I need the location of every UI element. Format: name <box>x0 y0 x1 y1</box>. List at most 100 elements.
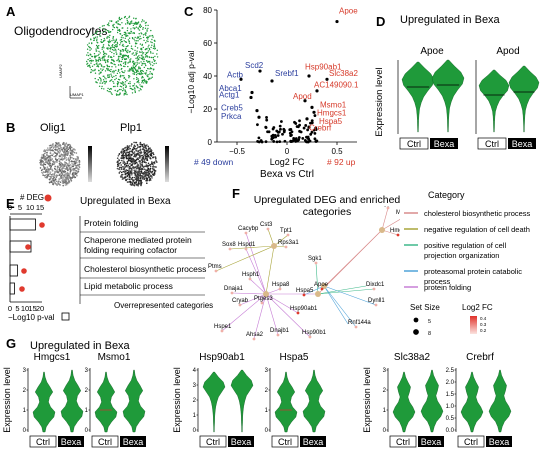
umap-point <box>155 62 157 64</box>
umap-point <box>136 86 138 88</box>
umap-point <box>138 66 140 68</box>
group-box-bexa <box>58 436 84 447</box>
umap-point <box>149 51 152 53</box>
group-label-ctrl: Ctrl <box>396 437 410 447</box>
feature-point <box>120 168 123 171</box>
feature-point <box>152 153 155 156</box>
gene-node <box>354 325 358 329</box>
umap-point <box>130 45 133 47</box>
feature-point <box>141 144 144 147</box>
violin-shape <box>60 369 84 433</box>
umap-point <box>133 63 135 66</box>
feature-point <box>49 155 51 157</box>
feature-point <box>60 171 63 174</box>
umap2-label: UMAP2 <box>58 64 63 78</box>
y-tick-label: 60 <box>203 39 212 48</box>
deg-axis-label: # DEG <box>20 193 44 202</box>
feature-point <box>77 168 79 170</box>
volcano-point <box>313 114 317 117</box>
y-tick-label: 3 <box>193 383 197 389</box>
umap-point <box>142 27 144 29</box>
umap-point <box>104 55 106 57</box>
feature-point <box>44 152 47 154</box>
feature-point <box>43 168 46 170</box>
umap-point <box>108 65 111 68</box>
umap-point <box>96 65 98 68</box>
umap-point <box>141 86 144 88</box>
gene-node <box>372 287 376 291</box>
volcano-point <box>264 126 268 129</box>
feature-point <box>58 170 60 173</box>
gene-title-apoe: Apoe <box>420 46 444 57</box>
feature-point <box>67 169 69 172</box>
umap-point <box>152 52 154 54</box>
group-label-ctrl: Ctrl <box>206 437 220 447</box>
category-label: Protein folding <box>84 218 139 228</box>
feature-point <box>121 176 124 179</box>
feature-point <box>51 181 53 183</box>
gene-node-label: Hmgcs1 <box>390 228 400 234</box>
feature-point <box>128 167 131 169</box>
feature-point <box>155 166 157 168</box>
umap-point <box>131 48 134 50</box>
volcano-point-down <box>255 109 259 113</box>
y-tick-label: 1 <box>85 408 89 414</box>
umap-point <box>96 40 98 42</box>
umap-point <box>108 22 110 24</box>
pval-bar <box>9 264 18 277</box>
gene-label-up: Hmgcs1 <box>317 109 347 118</box>
feature-point <box>137 157 139 159</box>
feature-point <box>47 158 49 160</box>
group-box-ctrl <box>477 137 507 150</box>
umap-point <box>128 32 131 34</box>
feature-point <box>124 147 126 149</box>
feature-point <box>132 152 135 155</box>
umap-point <box>111 66 113 68</box>
umap-point <box>144 53 147 56</box>
umap-point <box>124 78 127 81</box>
umap-point <box>113 46 115 49</box>
feature-point <box>128 155 131 157</box>
feature-point <box>146 157 148 159</box>
umap-point <box>135 52 137 54</box>
umap-point <box>156 53 158 55</box>
umap-point <box>134 89 136 91</box>
umap-point <box>118 79 121 81</box>
feature-point <box>58 168 61 171</box>
feature-point <box>141 163 143 165</box>
umap-point <box>105 80 108 83</box>
umap-point <box>111 46 114 48</box>
gene-label-down: Creb5 <box>221 104 243 113</box>
umap-point <box>98 85 101 88</box>
feature-point <box>49 147 52 149</box>
feature-point <box>150 175 153 178</box>
gene-node <box>248 277 252 281</box>
feature-point <box>146 159 149 162</box>
deg-tick-label: 5 <box>18 203 22 212</box>
umap-point <box>151 38 153 41</box>
umap-point <box>134 45 137 47</box>
group-label-ctrl: Ctrl <box>464 437 478 447</box>
umap-point <box>109 31 112 33</box>
umap-point <box>128 15 131 17</box>
umap-point <box>86 63 88 65</box>
feature-point <box>143 172 145 175</box>
feature-point <box>50 144 53 147</box>
feature-point <box>131 170 133 172</box>
umap-point <box>86 48 89 50</box>
volcano-point-down <box>249 95 253 100</box>
umap-point <box>145 70 148 72</box>
feature-point <box>131 163 134 165</box>
umap-point <box>140 89 142 91</box>
log2fc-tick: 0.3 <box>480 322 487 327</box>
umap-point <box>96 38 98 40</box>
deg-dot <box>19 286 25 292</box>
umap-point <box>144 22 147 24</box>
umap-point <box>127 62 129 64</box>
group-label-ctrl: Ctrl <box>485 139 499 149</box>
umap-point <box>141 79 143 82</box>
umap-point <box>108 88 111 91</box>
umap-point <box>90 48 92 50</box>
umap-point <box>122 82 125 84</box>
feature-point <box>73 171 75 174</box>
